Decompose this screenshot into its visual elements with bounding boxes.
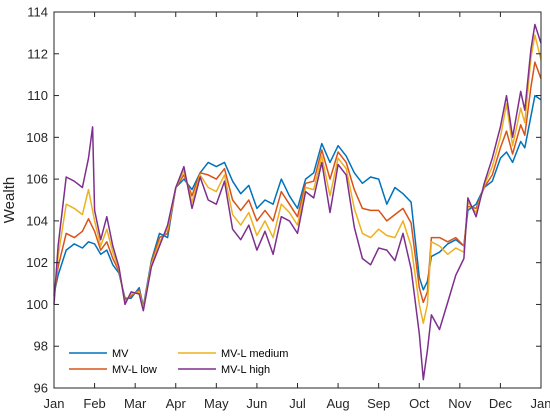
x-tick-label: Feb [83,396,105,411]
x-tick-label: Jan [531,396,550,411]
y-tick-label: 100 [26,297,48,312]
plot-background [54,12,541,388]
legend-label-mv-l-medium: MV-L medium [221,348,288,360]
x-tick-label: Jun [246,396,267,411]
x-tick-label: Sep [367,396,390,411]
legend-label-mv: MV [112,348,129,360]
series-line-mv-l-high [53,23,542,381]
legend: MV MV-L low MV-L medium MV-L high [63,340,288,378]
x-tick-label: Dec [489,396,513,411]
x-tick-label: Oct [409,396,430,411]
x-tick-label: Jul [289,396,306,411]
x-tick-label: Mar [124,396,147,411]
y-axis-label: Wealth [1,177,18,223]
x-axis: Jan Feb Mar Apr May Jun Jul Aug Sep Oct Nov Dec Jan [44,12,550,411]
x-tick-label: Jan [44,396,65,411]
y-tick-label: 112 [27,46,48,61]
y-tick-label: 110 [27,88,48,103]
y-tick-label: 98 [34,339,48,354]
y-tick-label: 108 [26,130,48,145]
legend-box [63,340,275,378]
x-tick-label: Apr [166,396,187,411]
y-tick-label: 106 [26,172,48,187]
series-layer [53,23,542,381]
y-tick-label: 102 [26,255,48,270]
y-axis: 96 98 100 102 104 106 108 110 112 114 [26,5,541,396]
legend-label-mv-l-high: MV-L high [221,364,270,376]
legend-label-mv-l-low: MV-L low [112,364,157,376]
y-tick-label: 96 [34,381,48,396]
x-tick-label: May [204,396,229,411]
y-tick-label: 104 [26,213,48,228]
x-tick-label: Aug [327,396,350,411]
y-tick-label: 114 [27,5,48,20]
x-tick-label: Nov [448,396,472,411]
